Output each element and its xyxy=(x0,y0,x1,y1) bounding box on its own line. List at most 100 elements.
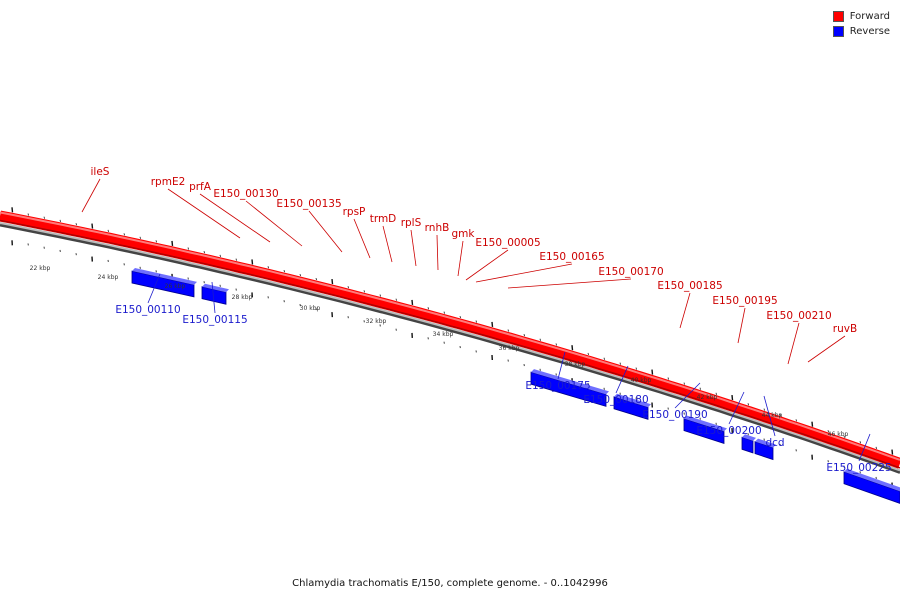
legend-item-forward: Forward xyxy=(832,9,890,24)
major-tick xyxy=(795,419,797,422)
reverse-gene-block xyxy=(754,441,774,461)
forward-leader-line xyxy=(167,188,241,239)
major-tick xyxy=(123,233,125,236)
forward-leader-line xyxy=(737,307,746,344)
scale-label: 42 kbp xyxy=(697,394,718,401)
forward-gene-label: E150_00185 xyxy=(657,280,722,292)
major-tick xyxy=(635,367,637,370)
major-tick xyxy=(827,430,829,433)
forward-gene-label: rnhB xyxy=(425,222,450,234)
forward-gene-label: gmk xyxy=(452,228,476,240)
scale-label: 22 kbp xyxy=(30,265,51,272)
reverse-gene-block-top xyxy=(132,268,197,285)
forward-strand-edge xyxy=(0,219,900,469)
forward-gene-label: ruvB xyxy=(833,323,857,335)
major-tick xyxy=(491,321,494,328)
forward-gene-label: prfA xyxy=(189,181,212,193)
reverse-gene-block-top xyxy=(844,468,900,492)
forward-swatch xyxy=(832,11,844,22)
forward-leader-line xyxy=(679,292,691,329)
major-tick xyxy=(59,219,61,223)
forward-gene-label: ileS xyxy=(91,166,110,178)
forward-gene-label: rpmE2 xyxy=(151,176,186,188)
major-tick xyxy=(683,382,685,385)
major-tick xyxy=(539,338,541,341)
legend-label-forward: Forward xyxy=(849,11,890,22)
major-tick xyxy=(747,403,749,406)
major-tick xyxy=(315,277,317,281)
major-tick xyxy=(715,392,717,395)
major-tick xyxy=(139,236,141,239)
major-tick xyxy=(267,266,269,269)
forward-gene-label: E150_00195 xyxy=(712,295,777,307)
forward-gene-label: E150_00210 xyxy=(766,310,831,322)
genome-backbone xyxy=(0,210,900,474)
scale-label: 30 kbp xyxy=(300,305,321,312)
forward-leader-line xyxy=(353,218,371,259)
scale-label: 40 kbp xyxy=(631,377,652,384)
forward-gene-label: trmD xyxy=(370,213,397,225)
major-tick xyxy=(251,259,254,265)
major-tick xyxy=(235,258,237,261)
forward-gene-label: E150_00130 xyxy=(213,188,278,200)
scale-label: 46 kbp xyxy=(828,431,849,438)
reverse-leader-line xyxy=(147,273,161,304)
major-tick xyxy=(43,216,45,219)
reverse-gene-block-top xyxy=(614,393,651,408)
forward-strand-highlight xyxy=(0,211,900,461)
major-tick xyxy=(155,240,157,243)
reverse-gene-label: E150_00110 xyxy=(115,304,180,316)
forward-leader-line xyxy=(382,225,393,263)
major-tick xyxy=(107,229,109,233)
scale-label: 24 kbp xyxy=(98,274,119,281)
forward-gene-label: rplS xyxy=(401,217,422,229)
major-tick xyxy=(875,446,877,449)
major-tick xyxy=(203,251,205,254)
forward-leader-line xyxy=(436,234,439,271)
genome-caption: Chlamydia trachomatis E/150, complete ge… xyxy=(292,578,608,589)
major-tick xyxy=(859,441,861,444)
scale-label: 28 kbp xyxy=(232,294,253,301)
major-tick xyxy=(11,207,14,213)
major-tick xyxy=(811,421,814,427)
forward-strand-band xyxy=(0,210,900,469)
reverse-gene-blocks xyxy=(131,268,900,504)
major-tick xyxy=(619,362,621,365)
major-tick xyxy=(523,334,525,337)
forward-leader-line xyxy=(465,249,509,281)
major-tick xyxy=(891,449,894,455)
major-tick xyxy=(219,254,221,257)
major-tick xyxy=(395,298,397,301)
reverse-leader-line xyxy=(557,351,566,380)
scale-label: 26 kbp xyxy=(165,283,186,290)
major-tick xyxy=(779,413,781,417)
legend: Forward Reverse xyxy=(832,9,890,39)
reverse-gene-label: E150_00180 xyxy=(583,394,648,406)
reverse-leader-line xyxy=(674,382,701,409)
forward-leader-line xyxy=(457,240,464,277)
reverse-gene-block-top xyxy=(755,438,776,448)
major-tick xyxy=(763,408,765,411)
forward-leader-line xyxy=(475,263,573,283)
forward-leader-line xyxy=(507,278,632,289)
scale-label: 44 kbp xyxy=(762,412,783,419)
major-tick xyxy=(731,394,734,401)
major-tick xyxy=(411,299,414,306)
reverse-gene-block-top xyxy=(202,283,229,293)
reverse-gene-block-top xyxy=(684,415,727,432)
forward-leader-line xyxy=(245,200,303,247)
scale-label: 36 kbp xyxy=(499,345,520,352)
reverse-leader-line xyxy=(211,281,216,314)
forward-gene-label: E150_00165 xyxy=(539,251,604,263)
major-tick xyxy=(363,290,365,293)
major-tick xyxy=(299,273,301,277)
major-tick xyxy=(27,213,29,216)
reverse-leader-line xyxy=(728,391,745,425)
reverse-leader-line xyxy=(763,395,776,437)
legend-label-reverse: Reverse xyxy=(849,26,890,37)
genome-shadow-line xyxy=(0,223,900,474)
major-tick xyxy=(603,357,605,360)
major-tick xyxy=(571,345,574,351)
